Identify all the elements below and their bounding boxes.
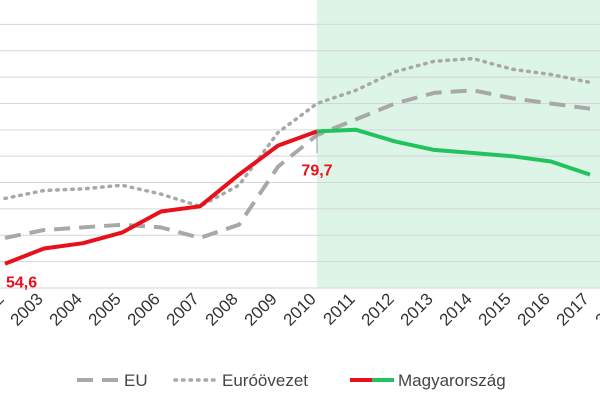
x-tick-label: 2014 xyxy=(436,289,476,329)
x-tick-label: 2013 xyxy=(397,289,437,329)
x-tick-label: 2018 xyxy=(592,289,600,329)
x-tick-label: 2007 xyxy=(163,289,203,329)
series-line-hungary-history xyxy=(4,129,318,266)
x-tick-label: 2015 xyxy=(475,289,515,329)
x-tick-label: 2002 xyxy=(0,289,8,329)
series-line-eurozone xyxy=(3,56,592,209)
x-tick-label: 2017 xyxy=(553,289,593,329)
x-tick-label: 2004 xyxy=(46,289,86,329)
x-tick-label: 2012 xyxy=(358,289,398,329)
data-label: 79,7 xyxy=(301,162,332,179)
x-tick-label: 2005 xyxy=(85,289,125,329)
gridlines xyxy=(0,23,600,289)
data-labels: 54,6 79,7 xyxy=(6,134,333,292)
x-tick-label: 2003 xyxy=(7,289,47,329)
forecast-shaded-region xyxy=(317,0,600,288)
x-tick-label: 2009 xyxy=(241,289,281,329)
x-tick-label: 2006 xyxy=(124,289,164,329)
series-line-eu xyxy=(4,88,591,240)
legend-label-eu: EU xyxy=(124,371,148,390)
x-tick-label: 2010 xyxy=(280,289,320,329)
legend-label-hungary: Magyarország xyxy=(398,371,506,390)
legend: EU Euróövezet Magyarország xyxy=(77,371,506,390)
plot-lines xyxy=(3,56,592,266)
x-tick-label: 2011 xyxy=(320,289,359,328)
data-label: 54,6 xyxy=(6,275,37,292)
x-tick-label: 2008 xyxy=(202,289,242,329)
legend-label-eurozone: Euróövezet xyxy=(222,371,308,390)
series-line-hungary-forecast xyxy=(316,127,591,177)
x-tick-label: 2016 xyxy=(514,289,554,329)
